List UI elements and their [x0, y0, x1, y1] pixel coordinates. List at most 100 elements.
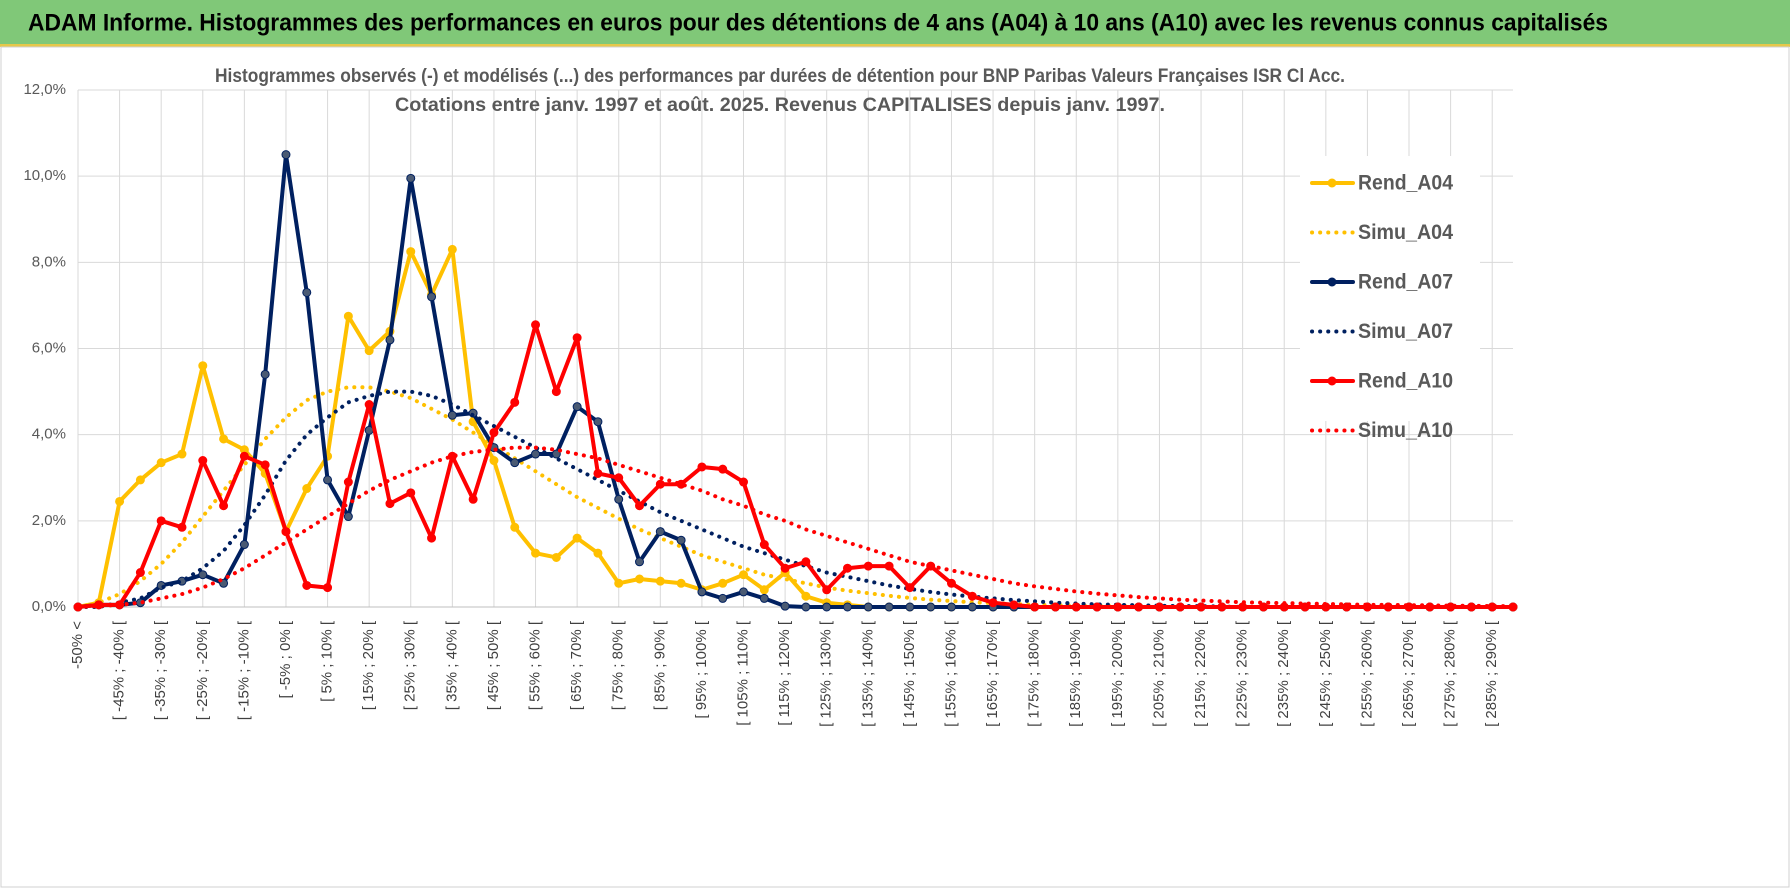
- point: [572, 533, 582, 543]
- point: [1217, 602, 1227, 612]
- x-tick-label: [ -35% ; -30% [: [152, 620, 169, 720]
- observed-line: [76, 322, 1515, 609]
- point: [531, 320, 541, 330]
- point: [427, 533, 437, 543]
- point: [302, 484, 312, 494]
- point: [739, 477, 749, 487]
- point: [676, 535, 686, 545]
- point: [1154, 602, 1164, 612]
- header-bar: [0, 0, 1790, 46]
- y-tick-label: 10,0%: [23, 167, 66, 184]
- point: [385, 335, 395, 345]
- x-tick-label: [ 145% ; 150% [: [901, 620, 918, 727]
- point: [614, 473, 624, 483]
- point: [697, 462, 707, 472]
- point: [572, 333, 582, 343]
- point: [198, 570, 208, 580]
- point: [759, 593, 769, 603]
- point: [780, 601, 790, 611]
- point: [364, 346, 374, 356]
- point: [801, 591, 811, 601]
- point: [531, 548, 541, 558]
- point: [364, 400, 374, 410]
- point: [1300, 602, 1310, 612]
- y-tick-label: 6,0%: [32, 339, 66, 356]
- point: [739, 570, 749, 580]
- point: [967, 602, 977, 612]
- model-line: [76, 389, 1515, 609]
- x-tick-label: [ 85% ; 90% [: [651, 620, 668, 710]
- point: [1175, 602, 1185, 612]
- x-tick-label: [ 265% ; 270% [: [1400, 620, 1417, 727]
- x-tick-label: [ 115% ; 120% [: [776, 620, 793, 726]
- x-tick-label: [ 285% ; 290% [: [1483, 620, 1500, 727]
- point: [801, 557, 811, 567]
- legend-label: Simu_A07: [1358, 320, 1453, 343]
- point: [593, 548, 603, 558]
- point: [239, 540, 249, 550]
- point: [323, 475, 333, 485]
- point: [863, 602, 873, 612]
- point: [177, 522, 187, 532]
- x-tick-label: [ 255% ; 260% [: [1358, 620, 1375, 727]
- point: [905, 602, 915, 612]
- point: [718, 578, 728, 588]
- point: [905, 583, 915, 593]
- point: [739, 587, 749, 597]
- point: [156, 458, 166, 468]
- x-tick-label: [ -15% ; -10% [: [235, 620, 252, 720]
- x-tick-label: [ 235% ; 240% [: [1275, 620, 1292, 727]
- point: [447, 244, 457, 254]
- legend-label: Simu_A10: [1358, 419, 1453, 442]
- point: [1134, 602, 1144, 612]
- y-tick-label: 12,0%: [23, 81, 66, 98]
- point: [551, 552, 561, 562]
- y-tick-label: 0,0%: [32, 598, 66, 615]
- point: [551, 387, 561, 397]
- point: [1092, 602, 1102, 612]
- point: [115, 496, 125, 506]
- chart-title: Histogrammes observés (-) et modélisés (…: [215, 66, 1345, 87]
- point: [156, 516, 166, 526]
- point: [177, 449, 187, 459]
- point: [572, 402, 582, 412]
- point: [655, 527, 665, 537]
- y-tick-label: 2,0%: [32, 512, 66, 529]
- point: [302, 287, 312, 297]
- point: [926, 602, 936, 612]
- point: [135, 475, 145, 485]
- point: [593, 468, 603, 478]
- x-tick-label: [ -45% ; -40% [: [111, 620, 128, 720]
- legend-label: Rend_A10: [1358, 370, 1453, 393]
- x-tick-label: [ 55% ; 60% [: [527, 620, 544, 710]
- point: [135, 568, 145, 578]
- point: [635, 574, 645, 584]
- point: [427, 292, 437, 302]
- y-tick-label: 4,0%: [32, 426, 66, 443]
- point: [635, 501, 645, 511]
- point: [1050, 602, 1060, 612]
- point: [655, 576, 665, 586]
- x-tick-label: [ 65% ; 70% [: [568, 620, 585, 710]
- x-tick-label: [ 25% ; 30% [: [402, 620, 419, 710]
- legend-label: Rend_A04: [1358, 172, 1453, 195]
- point: [510, 522, 520, 532]
- x-tick-label: [ 245% ; 250% [: [1317, 620, 1334, 727]
- x-tick-label: [ -5% ; 0% [: [277, 620, 294, 698]
- x-tick-label: [ 225% ; 230% [: [1234, 620, 1251, 727]
- point: [489, 456, 499, 466]
- point: [343, 477, 353, 487]
- x-tick-label: [ 75% ; 80% [: [610, 620, 627, 710]
- point: [447, 410, 457, 420]
- point: [281, 527, 291, 537]
- x-tick-label: [ 205% ; 210% [: [1150, 620, 1167, 727]
- point: [884, 561, 894, 571]
- point: [822, 602, 832, 612]
- x-tick-label: [ 165% ; 170% [: [984, 620, 1001, 727]
- y-tick-label: 8,0%: [32, 253, 66, 270]
- x-tick-label: [ 275% ; 280% [: [1442, 620, 1459, 727]
- point: [219, 501, 229, 511]
- point: [198, 456, 208, 466]
